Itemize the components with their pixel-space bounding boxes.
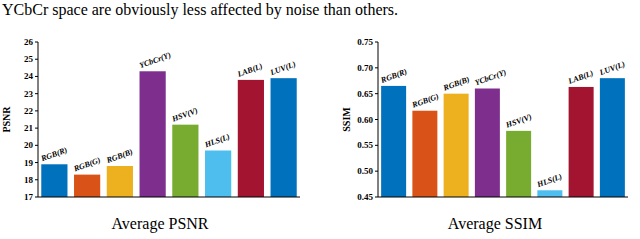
y-tick-label: 0.45 xyxy=(357,192,373,202)
bar xyxy=(412,111,437,197)
y-axis xyxy=(38,42,39,197)
bars xyxy=(41,71,296,197)
y-tick-label: 0.75 xyxy=(357,37,373,47)
bar xyxy=(172,125,198,197)
category-label: RGB(G) xyxy=(72,155,102,173)
y-tick-label: 0.70 xyxy=(357,63,373,73)
category-label: RGB(G) xyxy=(410,92,440,110)
category-labels: RGB(R)RGB(G)RGB(B)YCbCr(Y) HSV(V) HLS(L) LA… xyxy=(379,60,627,190)
y-tick-label: 20 xyxy=(24,140,34,150)
y-axis-label: SSIM xyxy=(341,107,352,132)
category-labels: RGB(R)RGB(G)RGB(B) YCbCr(Y) HSV(V)HLS(L) LA… xyxy=(39,50,297,173)
y-tick-label: 0.60 xyxy=(357,115,373,125)
category-label: LAB(L) xyxy=(235,61,264,79)
bar xyxy=(600,78,625,197)
bar xyxy=(41,164,67,197)
category-label: LUV(L) xyxy=(268,60,297,78)
caption: YCbCr space are obviously less affected … xyxy=(2,1,398,19)
bar xyxy=(381,86,406,197)
y-tick-label: 18 xyxy=(24,175,34,185)
bar xyxy=(238,80,264,197)
bar xyxy=(569,87,594,197)
bar xyxy=(140,71,166,197)
y-tick-label: 19 xyxy=(24,158,34,168)
bar xyxy=(271,78,297,197)
category-label: RGB(R) xyxy=(379,67,409,85)
category-label: HSV(V) xyxy=(170,106,199,124)
y-tick-label: 0.55 xyxy=(357,140,373,150)
category-label: RGB(B) xyxy=(441,75,471,93)
y-tick-label: 0.50 xyxy=(357,166,373,176)
chart: 17 18 19 20 21 22 23 24 25 26 PSNR RGB(R)RGB(G)RGB(… xyxy=(1,37,300,233)
category-label: HSV(V) xyxy=(504,112,533,130)
y-axis xyxy=(378,42,379,197)
y-axis-label: PSNR xyxy=(1,106,12,133)
chart: 0.450.500.550.600.650.700.75SSIMRGB(R)RG… xyxy=(341,37,628,233)
category-label: RGB(B) xyxy=(104,147,134,165)
y-tick-label: 25 xyxy=(24,54,34,64)
bar xyxy=(506,131,531,197)
y-tick-label: 22 xyxy=(24,106,34,116)
y-tick-label: 24 xyxy=(24,71,34,81)
chart-title: Average PSNR xyxy=(111,215,208,233)
y-tick-label: 23 xyxy=(24,89,34,99)
figure: YCbCr space are obviously less affected … xyxy=(0,0,640,239)
category-label: LAB(L) xyxy=(566,68,595,86)
bars xyxy=(381,78,625,197)
x-axis xyxy=(378,197,628,198)
bar xyxy=(475,89,500,198)
y-tick-label: 0.65 xyxy=(357,89,373,99)
bar xyxy=(205,151,231,198)
y-tick-label: 26 xyxy=(24,37,34,47)
bar xyxy=(107,166,133,197)
bar xyxy=(537,190,562,197)
y-tick-label: 21 xyxy=(24,123,34,133)
chart-title: Average SSIM xyxy=(448,215,542,233)
bar xyxy=(74,175,100,197)
category-label: HLS(L) xyxy=(203,132,232,150)
category-label: RGB(R) xyxy=(39,145,69,163)
category-label: YCbCr(Y) xyxy=(138,50,172,70)
bar xyxy=(444,94,469,197)
category-label: LUV(L) xyxy=(598,60,627,78)
x-axis xyxy=(38,197,300,198)
y-tick-label: 17 xyxy=(24,192,34,202)
category-label: YCbCr(Y) xyxy=(473,68,507,88)
category-label: HLS(L) xyxy=(535,172,564,190)
